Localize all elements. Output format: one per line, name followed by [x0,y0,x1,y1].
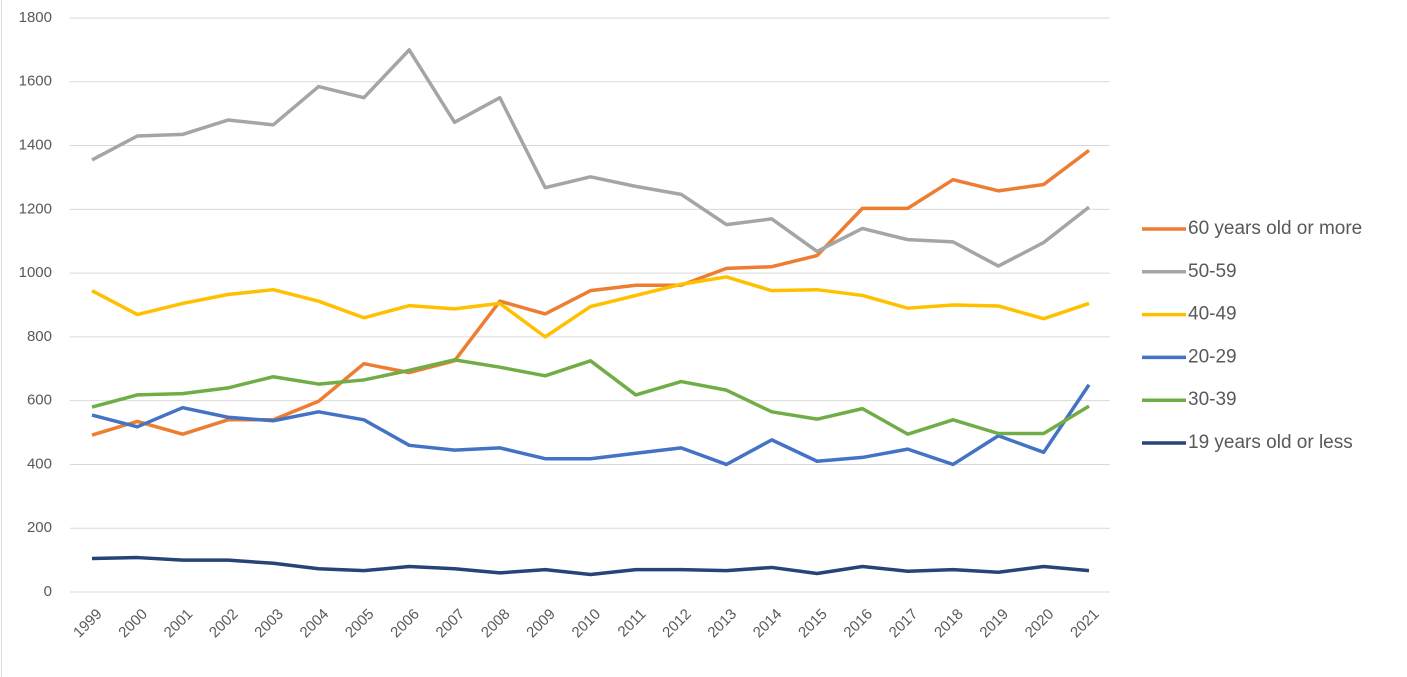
y-tick-label: 1400 [19,137,52,154]
x-tick-label: 2018 [931,606,967,642]
x-tick-label: 2000 [115,606,151,642]
y-tick-label: 1600 [19,73,52,90]
y-tick-label: 600 [27,392,52,409]
x-tick-label: 2012 [659,606,695,642]
legend-label: 30-39 [1188,389,1237,410]
x-tick-label: 2013 [704,606,740,642]
x-tick-label: 2003 [251,606,287,642]
y-tick-label: 200 [27,519,52,536]
x-tick-label: 2010 [569,606,605,642]
series-line [91,358,1090,436]
x-tick-label: 2014 [750,606,786,642]
series-line [91,383,1091,467]
x-tick-label: 2011 [615,606,650,641]
series-line [91,555,1090,577]
y-tick-label: 400 [27,455,52,472]
y-tick-label: 1200 [19,200,52,217]
y-tick-label: 0 [44,583,52,600]
y-tick-label: 1000 [19,264,52,281]
x-tick-label: 2004 [297,606,333,642]
x-tick-label: 2005 [342,606,378,642]
legend-label: 20-29 [1188,346,1237,367]
x-tick-label: 2006 [387,606,423,642]
x-tick-label: 2009 [523,606,559,642]
x-tick-label: 2001 [161,606,197,642]
x-tick-label: 2008 [478,606,514,642]
y-tick-label: 1800 [19,9,52,26]
x-tick-label: 1999 [70,606,106,642]
x-tick-label: 2021 [1067,606,1103,642]
x-tick-label: 2002 [206,606,242,642]
legend-label: 19 years old or less [1188,432,1353,453]
x-tick-label: 2015 [795,606,831,642]
y-tick-label: 800 [27,328,52,345]
x-tick-label: 2020 [1022,606,1058,642]
legend-label: 50-59 [1188,261,1237,282]
series-line [91,48,1091,268]
x-tick-label: 2019 [976,606,1012,642]
legend-label: 40-49 [1188,304,1237,325]
x-tick-label: 2007 [433,606,469,642]
x-tick-label: 2017 [886,606,922,642]
series-line [91,275,1090,339]
legend-label: 60 years old or more [1188,218,1362,239]
x-tick-label: 2016 [840,606,876,642]
